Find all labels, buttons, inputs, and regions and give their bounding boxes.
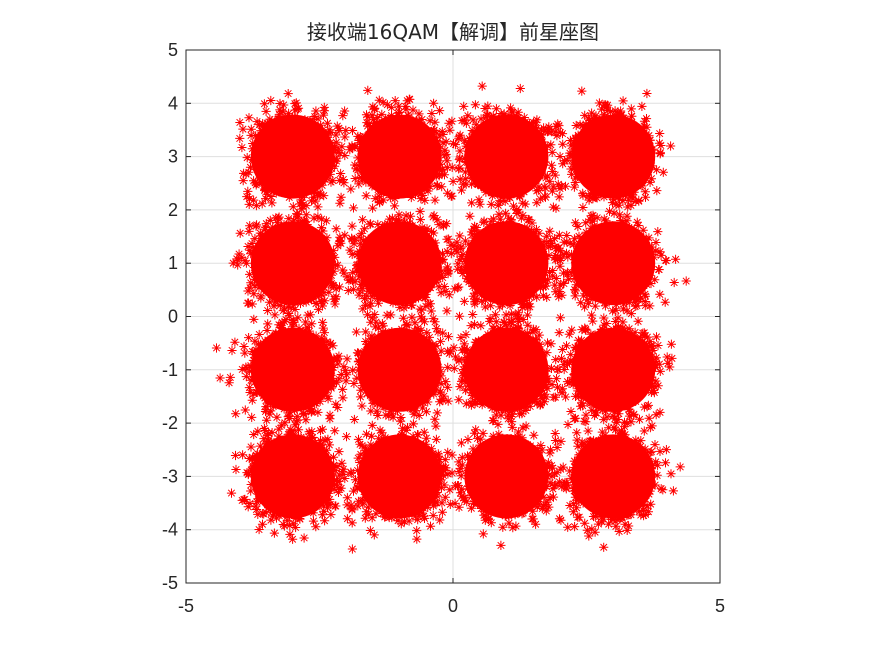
axis-ticks [185, 49, 721, 584]
constellation-cluster [436, 285, 582, 451]
constellation-cluster [228, 199, 375, 332]
y-tick-label: -1 [162, 360, 178, 380]
y-tick-label: 4 [168, 93, 178, 113]
constellation-cluster [550, 191, 691, 335]
constellation-cluster [418, 409, 572, 550]
star-markers [550, 191, 691, 335]
star-markers [418, 409, 572, 550]
star-markers [235, 89, 358, 220]
x-axis-tick-labels: -5 0 5 [178, 596, 725, 616]
y-tick-label: 3 [168, 147, 178, 167]
star-markers [431, 81, 580, 224]
star-markers [226, 402, 357, 554]
constellation-cluster [235, 89, 358, 220]
x-tick-label: -5 [178, 596, 194, 616]
constellation-cluster [546, 301, 677, 442]
star-markers [333, 191, 473, 336]
y-tick-label: -2 [162, 413, 178, 433]
y-tick-label: 1 [168, 253, 178, 273]
star-markers [334, 412, 469, 544]
y-tick-label: 0 [168, 307, 178, 327]
constellation-cluster [331, 85, 470, 221]
star-markers [547, 86, 676, 216]
star-markers [211, 296, 348, 445]
y-axis-tick-labels: 5 4 3 2 1 0 -1 -2 -3 -4 -5 [162, 40, 178, 593]
y-tick-label: -3 [162, 466, 178, 486]
y-tick-label: 2 [168, 200, 178, 220]
constellation-cluster [431, 81, 580, 224]
constellation-cluster [544, 393, 685, 552]
constellation-cluster [336, 299, 487, 433]
constellation-cluster [334, 412, 469, 544]
constellation-cluster [547, 86, 676, 216]
star-markers [228, 199, 375, 332]
star-markers [336, 299, 487, 433]
star-markers [544, 393, 685, 552]
constellation-cluster [211, 296, 348, 445]
chart-title: 接收端16QAM【解调】前星座图 [307, 20, 599, 44]
y-tick-label: -4 [162, 520, 178, 540]
y-tick-label: 5 [168, 40, 178, 60]
star-markers [546, 301, 677, 442]
x-tick-label: 5 [715, 596, 725, 616]
star-markers [331, 85, 470, 221]
x-tick-label: 0 [448, 596, 458, 616]
star-markers [436, 285, 582, 451]
scatter-points [211, 81, 691, 554]
constellation-cluster [226, 402, 357, 554]
constellation-cluster [333, 191, 473, 336]
y-tick-label: -5 [162, 573, 178, 593]
